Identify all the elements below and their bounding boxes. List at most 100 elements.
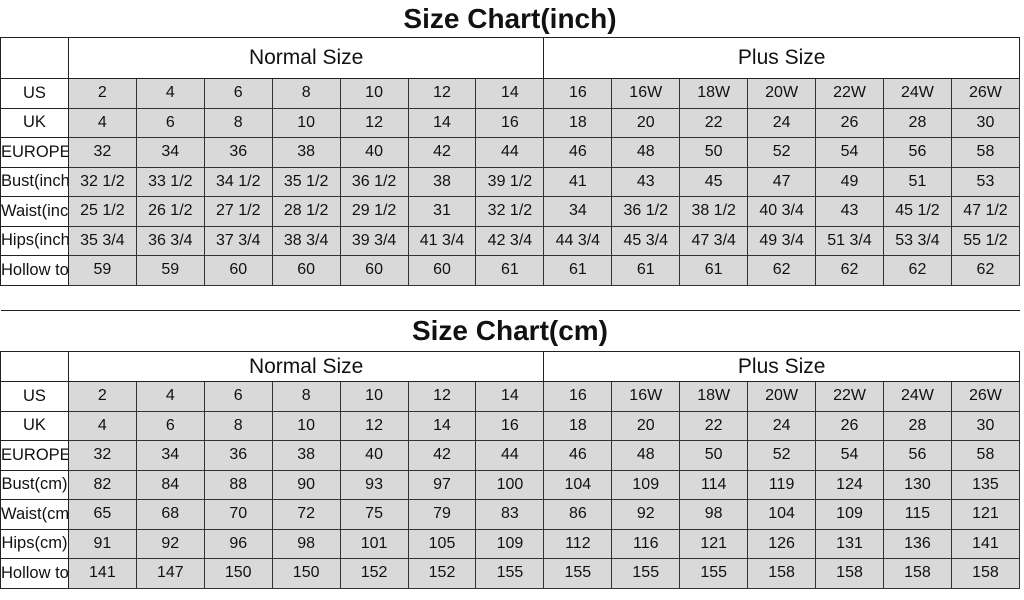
size-cell: 109 — [475, 528, 545, 559]
size-cell: 40 — [339, 440, 409, 471]
size-cell: 32 1/2 — [475, 196, 545, 227]
row-label: Waist(inch) — [0, 196, 69, 227]
size-cell: 16 — [543, 78, 613, 109]
size-cell: 40 — [339, 137, 409, 168]
size-cell: 61 — [679, 255, 749, 286]
table-row: EUROPE 32 34 36 38 40 42 44 46 48 50 52 54 56 58 — [0, 440, 1021, 471]
size-cell: 155 — [475, 558, 545, 589]
size-cell: 114 — [679, 469, 749, 500]
size-cell: 36 — [203, 137, 273, 168]
size-cell: 131 — [815, 528, 884, 559]
size-cell: 8 — [271, 381, 341, 412]
row-label: Hollow to Floor(inch) — [0, 255, 69, 286]
size-cell: 31 — [407, 196, 477, 227]
size-cell: 24W — [882, 78, 952, 109]
size-cell: 48 — [611, 440, 681, 471]
size-cell: 65 — [67, 499, 137, 530]
size-cell: 56 — [882, 137, 952, 168]
size-cell: 22W — [815, 78, 884, 109]
size-cell: 101 — [339, 528, 409, 559]
size-cell: 152 — [407, 558, 477, 589]
size-cell: 46 — [543, 440, 613, 471]
size-cell: 10 — [271, 107, 341, 138]
size-cell: 20 — [611, 410, 681, 441]
size-cell: 4 — [135, 78, 205, 109]
size-cell: 92 — [135, 528, 205, 559]
size-cell: 62 — [815, 255, 884, 286]
size-cell: 28 1/2 — [271, 196, 341, 227]
size-cell: 20 — [611, 107, 681, 138]
size-cell: 158 — [747, 558, 817, 589]
size-cell: 84 — [135, 469, 205, 500]
size-cell: 12 — [339, 107, 409, 138]
size-cell: 52 — [747, 440, 817, 471]
size-cell: 92 — [611, 499, 681, 530]
size-cell: 16 — [475, 410, 545, 441]
size-cell: 36 3/4 — [135, 225, 205, 256]
size-cell: 16W — [611, 78, 681, 109]
size-cell: 4 — [67, 107, 137, 138]
corner-cell — [0, 37, 69, 79]
size-cell: 112 — [543, 528, 613, 559]
size-cell: 38 — [271, 440, 341, 471]
size-cell: 10 — [339, 78, 409, 109]
inch_chart-table: Size Chart(inch) Normal Size Plus Size US 2 4… — [0, 0, 1021, 286]
size-cell: 20W — [747, 78, 817, 109]
size-cell: 45 3/4 — [611, 225, 681, 256]
row-label: US — [0, 381, 69, 412]
group-header-normal: Normal Size — [67, 37, 545, 79]
size-cell: 121 — [950, 499, 1021, 530]
size-cell: 42 — [407, 137, 477, 168]
size-cell: 38 — [271, 137, 341, 168]
size-cell: 27 1/2 — [203, 196, 273, 227]
size-cell: 109 — [815, 499, 884, 530]
size-cell: 62 — [882, 255, 952, 286]
size-cell: 34 — [543, 196, 613, 227]
size-cell: 72 — [271, 499, 341, 530]
size-cell: 53 — [950, 166, 1021, 197]
size-cell: 14 — [475, 78, 545, 109]
size-cell: 41 3/4 — [407, 225, 477, 256]
size-cell: 6 — [135, 107, 205, 138]
size-cell: 50 — [679, 440, 749, 471]
size-cell: 93 — [339, 469, 409, 500]
size-cell: 158 — [815, 558, 884, 589]
size-cell: 18W — [679, 381, 749, 412]
size-cell: 38 1/2 — [679, 196, 749, 227]
size-cell: 121 — [679, 528, 749, 559]
size-cell: 119 — [747, 469, 817, 500]
size-cell: 126 — [747, 528, 817, 559]
size-cell: 12 — [407, 78, 477, 109]
row-label: EUROPE — [0, 440, 69, 471]
table-row: US 2 4 6 8 10 12 14 16 16W 18W 20W 22W 24W 26W — [0, 78, 1021, 109]
size-cell: 124 — [815, 469, 884, 500]
table-row: Waist(cm) 65 68 70 72 75 79 83 86 92 98 104 109 115 12… — [0, 499, 1021, 530]
size-cell: 22 — [679, 107, 749, 138]
group-header-normal: Normal Size — [67, 351, 545, 382]
size-cell: 86 — [543, 499, 613, 530]
size-cell: 45 1/2 — [882, 196, 952, 227]
size-cell: 53 3/4 — [882, 225, 952, 256]
chart-title: Size Chart(cm) — [0, 310, 1020, 352]
size-cell: 32 — [67, 440, 137, 471]
size-cell: 22W — [815, 381, 884, 412]
size-cell: 104 — [543, 469, 613, 500]
table-row: Waist(inch)25 1/226 1/227 1/228 1/229 1/… — [0, 196, 1021, 227]
row-label: Bust(cm) — [0, 469, 69, 500]
size-cell: 39 1/2 — [475, 166, 545, 197]
size-cell: 41 — [543, 166, 613, 197]
size-cell: 61 — [543, 255, 613, 286]
size-cell: 37 3/4 — [203, 225, 273, 256]
size-cell: 42 — [407, 440, 477, 471]
size-cell: 90 — [271, 469, 341, 500]
table-row: UK 4 6 8 10 12 14 16 18 20 22 24 26 28 30 — [0, 410, 1021, 441]
cm_chart-table: Size Chart(cm) Normal Size Plus Size US 2 4 6 8… — [0, 310, 1021, 589]
table-row: EUROPE 32 34 36 38 40 42 44 46 48 50 52 54 56 58 — [0, 137, 1021, 168]
size-cell: 44 — [475, 440, 545, 471]
size-cell: 130 — [882, 469, 952, 500]
table-row: Hollow to Floor(cm)141147150150152152155… — [0, 558, 1021, 589]
size-cell: 79 — [407, 499, 477, 530]
size-cell: 54 — [815, 137, 884, 168]
size-cell: 45 — [679, 166, 749, 197]
size-cell: 8 — [203, 107, 273, 138]
